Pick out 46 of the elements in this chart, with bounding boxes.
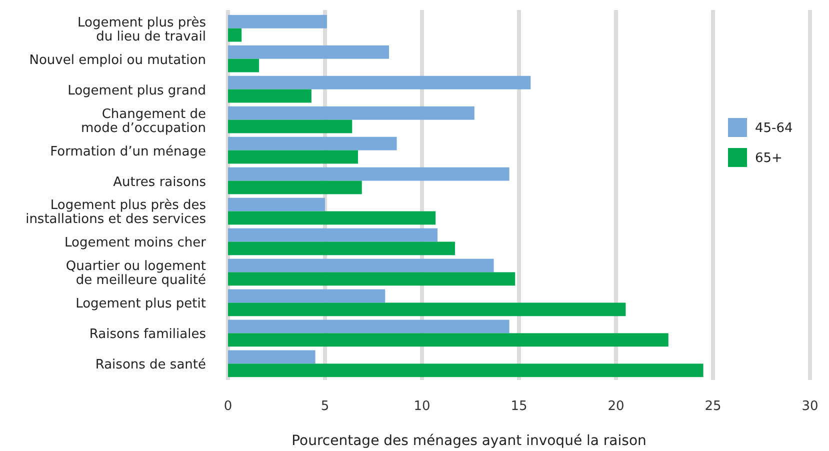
x-tick-label: 10 (414, 399, 430, 414)
bar (228, 198, 325, 212)
x-tick-label: 5 (320, 399, 330, 414)
y-tick-label: Raisons de santé (95, 358, 206, 373)
bar (228, 120, 352, 134)
y-tick-label: Logement plus grand (68, 83, 206, 98)
bar (228, 89, 312, 103)
y-tick-label: Raisons familiales (89, 327, 206, 342)
bar (228, 350, 316, 364)
x-tick-label: 0 (224, 399, 232, 414)
bar (228, 242, 455, 256)
bar (228, 211, 436, 225)
y-tick-label: Logement plus petit (76, 296, 206, 312)
y-tick-label: Logement plus près du lieu de travail (78, 15, 206, 44)
bar (228, 150, 358, 164)
bar (228, 289, 386, 303)
x-tick-label: 20 (608, 399, 624, 414)
y-tick-label: Formation d’un ménage (50, 144, 206, 160)
y-tick-label: Logement plus près des installations et des services (26, 198, 206, 228)
bar (228, 106, 474, 120)
bar (228, 258, 494, 272)
bar (228, 58, 260, 72)
bar (228, 272, 516, 286)
bar (228, 228, 438, 242)
bar (228, 14, 327, 28)
bar (228, 76, 531, 90)
bar (228, 333, 668, 347)
bar (228, 136, 397, 150)
bar (228, 167, 510, 181)
bar (228, 28, 242, 42)
legend-label: 65+ (755, 151, 782, 166)
bar (228, 320, 510, 334)
y-tick-label: Autres raisons (113, 174, 206, 190)
x-tick-label: 25 (704, 399, 722, 414)
bar (228, 180, 362, 194)
bar (228, 302, 626, 316)
legend-label: 45-64 (755, 121, 793, 136)
y-tick-label: Logement moins cher (64, 236, 207, 251)
x-tick-label: 30 (802, 399, 818, 414)
x-tick-label: 15 (510, 399, 528, 414)
y-tick-label: Quartier ou logement de meilleure qualité (66, 259, 206, 288)
y-tick-label: Changement de mode d’occupation (81, 106, 206, 136)
bar (228, 364, 704, 378)
bar (228, 45, 390, 59)
y-tick-label: Nouvel emploi ou mutation (29, 52, 206, 68)
x-axis-title: Pourcentage des ménages ayant invoqué la raison (292, 433, 646, 449)
